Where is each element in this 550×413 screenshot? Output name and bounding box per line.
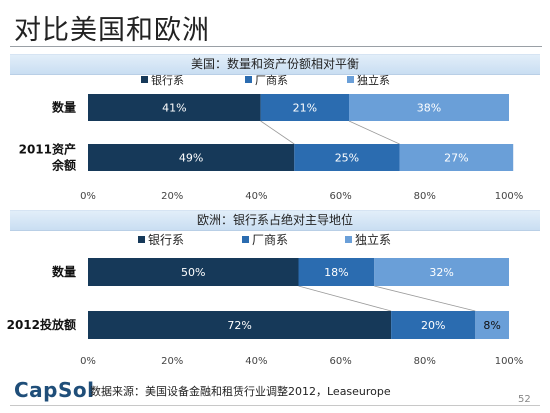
x-tick-label-eu-2: 40% (245, 356, 267, 367)
bar-independent-us-0 (349, 94, 509, 121)
bar-manufacturer-us-1 (294, 144, 400, 171)
legend-swatch-manufacturer (245, 76, 252, 83)
data-label-bank-eu-0: 50% (181, 266, 205, 279)
legend-label-independent: 独立系 (355, 232, 391, 247)
legend-swatch-independent (345, 236, 352, 243)
bar-bank-eu-1 (88, 311, 392, 339)
data-label-manufacturer-us-0: 21% (293, 102, 317, 115)
x-tick-label-us-0: 0% (80, 191, 96, 202)
x-tick-label-us-1: 20% (161, 191, 183, 202)
data-label-bank-eu-1: 72% (227, 319, 251, 332)
x-tick-label-us-4: 80% (414, 191, 436, 202)
legend-label-independent: 独立系 (357, 73, 390, 87)
x-tick-label-us-5: 100% (495, 191, 524, 202)
bar-manufacturer-eu-1 (391, 311, 476, 339)
legend-label-manufacturer: 厂商系 (252, 232, 288, 247)
chart-title-europe: 欧洲：银行系占绝对主导地位 (10, 210, 540, 231)
data-label-independent-us-1: 27% (444, 152, 468, 165)
capsol-logo: CapSol (14, 378, 95, 402)
legend-swatch-independent (347, 76, 354, 83)
data-label-manufacturer-us-1: 25% (335, 152, 359, 165)
category-label-us-0: 数量 (52, 100, 76, 115)
series-connector-line (260, 120, 295, 145)
category-label-eu-0: 数量 (52, 264, 76, 279)
title-divider (10, 46, 542, 47)
x-tick-label-eu-0: 0% (80, 356, 96, 367)
legend-swatch-bank (141, 76, 148, 83)
europe-stacked-bar-chart: 银行系 厂商系 独立系 50% 18% 32% 数量 72% 20% 8% 2012投放额 0% 20%… (7, 232, 524, 367)
legend-label-bank: 银行系 (148, 233, 184, 247)
series-connector-line (298, 285, 392, 312)
data-source-note: 数据来源：美国设备金融和租赁行业调整2012，Leaseurope (90, 385, 391, 398)
x-tick-label-us-3: 60% (329, 191, 351, 202)
data-label-independent-eu-0: 32% (429, 266, 453, 279)
category-label-us-1-line1: 余额 (51, 158, 76, 173)
bar-independent-eu-0 (374, 258, 509, 286)
legend-label-bank: 银行系 (151, 73, 184, 87)
category-label-us-1-line0: 2011资产 (19, 142, 76, 157)
footer-divider (10, 405, 540, 406)
x-tick-label-eu-4: 80% (414, 356, 436, 367)
data-label-independent-eu-1: 8% (483, 319, 500, 332)
bar-manufacturer-us-0 (260, 94, 350, 121)
x-tick-label-us-2: 40% (245, 191, 267, 202)
bar-bank-us-1 (88, 144, 295, 171)
legend-swatch-bank (138, 236, 145, 243)
series-connector-line (348, 120, 400, 145)
data-label-manufacturer-eu-0: 18% (324, 266, 348, 279)
x-tick-label-eu-1: 20% (161, 356, 183, 367)
series-connector-line (374, 285, 476, 312)
bar-independent-eu-1 (475, 311, 509, 339)
bar-bank-us-0 (88, 94, 261, 121)
x-tick-label-eu-3: 60% (329, 356, 351, 367)
data-label-independent-us-0: 38% (417, 102, 441, 115)
page-number: 52 (518, 394, 531, 405)
bar-manufacturer-eu-0 (298, 258, 375, 286)
data-label-manufacturer-eu-1: 20% (421, 319, 445, 332)
data-label-bank-us-0: 41% (162, 102, 186, 115)
category-label-eu-1: 2012投放额 (7, 317, 76, 332)
legend-label-manufacturer: 厂商系 (255, 73, 288, 87)
data-label-bank-us-1: 49% (179, 152, 203, 165)
legend-swatch-manufacturer (242, 236, 249, 243)
bar-independent-us-1 (399, 144, 514, 171)
slide-title: 对比美国和欧洲 (14, 15, 210, 46)
bar-bank-eu-0 (88, 258, 299, 286)
chart-title-us: 美国：数量和资产份额相对平衡 (10, 54, 540, 75)
x-tick-label-eu-5: 100% (495, 356, 524, 367)
